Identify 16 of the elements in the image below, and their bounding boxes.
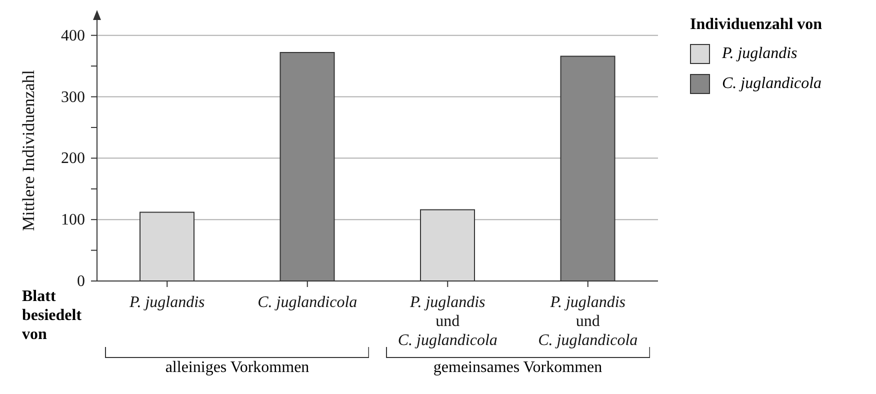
text: gemeinsames Vorkommen <box>432 359 604 377</box>
text: alleiniges Vorkommen <box>164 359 310 377</box>
x-tick-label: P. juglandis <box>128 294 205 311</box>
x-axis-title: Blatt besiedelt von <box>22 288 82 343</box>
x-tick-label: P. juglandis und C. juglandicola <box>538 294 638 349</box>
y-tick-label: 200 <box>61 150 85 168</box>
x-tick-label: C. juglandicola <box>258 294 358 311</box>
y-tick-label: 300 <box>61 88 85 106</box>
legend-label: C. juglandicola <box>722 75 822 93</box>
legend-label: P. juglandis <box>722 45 798 63</box>
x-tick-label: P. juglandis und C. juglandicola <box>398 294 498 349</box>
y-axis-title: Mittlere Individuenzahl <box>19 70 38 231</box>
legend-title: Individuenzahl von <box>690 16 822 34</box>
y-tick-label: 0 <box>77 273 85 290</box>
y-tick-label: 400 <box>61 27 85 44</box>
y-tick-label: 100 <box>61 212 85 229</box>
